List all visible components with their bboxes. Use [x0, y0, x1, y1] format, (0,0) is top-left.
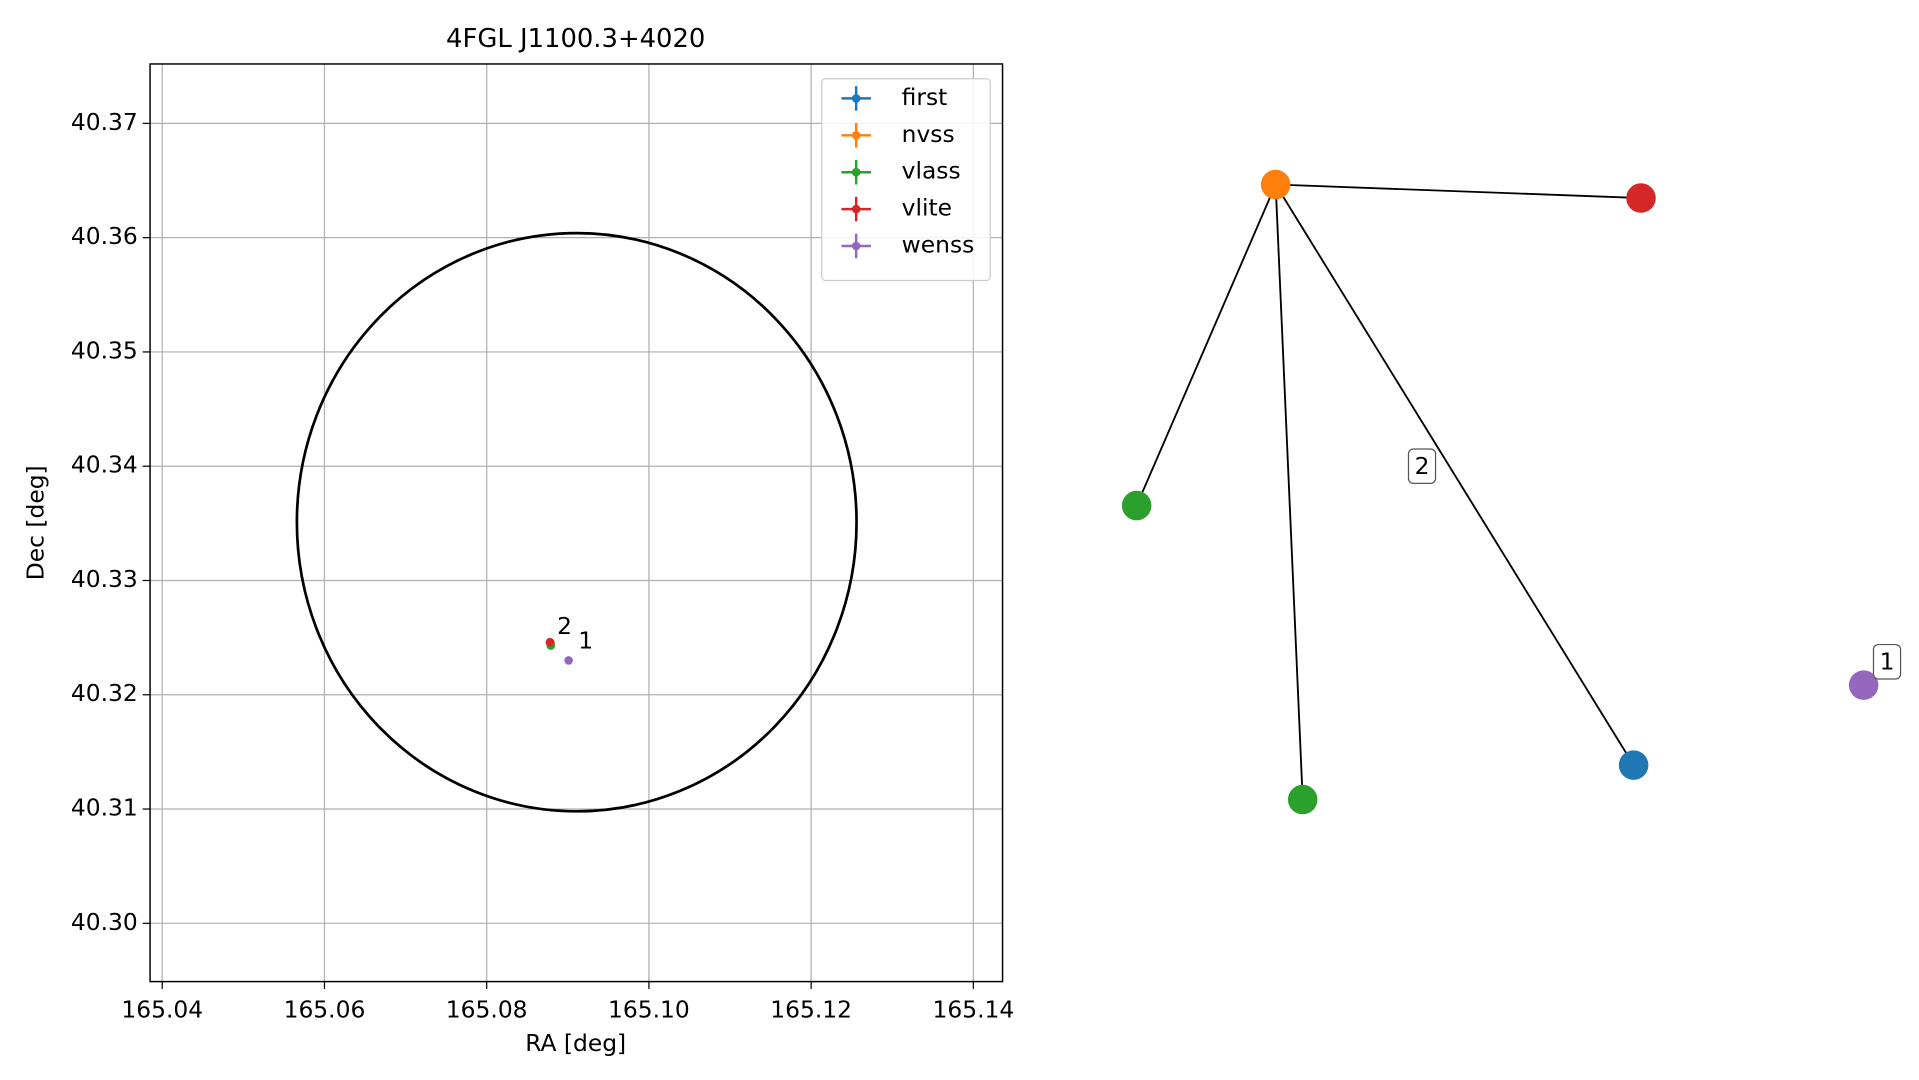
graph-node — [1618, 750, 1649, 780]
graph-label: 2 — [1415, 452, 1430, 480]
legend-label: vlass — [902, 157, 961, 185]
legend-marker — [851, 131, 861, 140]
annotation: 2 — [557, 612, 572, 640]
legend-marker — [851, 167, 861, 177]
graph-edge — [1275, 183, 1642, 199]
y-tick-label: 40.32 — [71, 679, 138, 707]
y-tick-label: 40.33 — [71, 565, 138, 593]
graph-edge — [1274, 184, 1304, 800]
graph-node — [1260, 169, 1291, 200]
graph-edge — [1274, 184, 1635, 766]
graph-node — [1626, 183, 1656, 213]
legend-marker — [851, 241, 861, 251]
legend-marker — [851, 204, 861, 214]
legend-label: vlite — [902, 194, 952, 222]
legend-label: wenss — [902, 231, 975, 259]
graph-label-box — [1407, 448, 1437, 485]
y-tick-label: 40.36 — [71, 222, 138, 250]
data-point — [545, 637, 555, 647]
x-tick-label: 165.06 — [284, 996, 366, 1024]
x-tick-label: 165.12 — [770, 996, 852, 1024]
x-tick-label: 165.04 — [121, 996, 203, 1024]
y-tick-label: 40.37 — [71, 108, 138, 136]
x-axis-label: RA [deg] — [525, 1029, 626, 1057]
axes-frame — [149, 63, 1004, 983]
y-tick-label: 40.31 — [71, 794, 138, 822]
graph-node — [1848, 670, 1879, 700]
x-tick-label: 165.10 — [608, 996, 690, 1024]
legend-label: first — [902, 83, 948, 111]
data-point — [564, 656, 573, 665]
y-tick-label: 40.34 — [71, 451, 138, 479]
chart-title: 4FGL J1100.3+4020 — [446, 24, 705, 54]
annotation: 1 — [578, 627, 593, 655]
y-tick-label: 40.30 — [71, 908, 138, 936]
graph-label-box — [1872, 643, 1902, 680]
x-tick-label: 165.14 — [932, 996, 1014, 1024]
graph-label: 1 — [1880, 648, 1895, 676]
x-tick-label: 165.08 — [446, 996, 528, 1024]
y-axis-label: Dec [deg] — [21, 465, 49, 580]
y-tick-label: 40.35 — [71, 336, 138, 364]
search-circle — [295, 231, 858, 813]
legend-label: nvss — [902, 120, 955, 148]
graph-edge — [1135, 184, 1277, 506]
legend-marker — [851, 94, 861, 103]
graph-node — [1287, 784, 1318, 815]
legend-box — [821, 78, 991, 282]
graph-node — [1121, 490, 1152, 521]
